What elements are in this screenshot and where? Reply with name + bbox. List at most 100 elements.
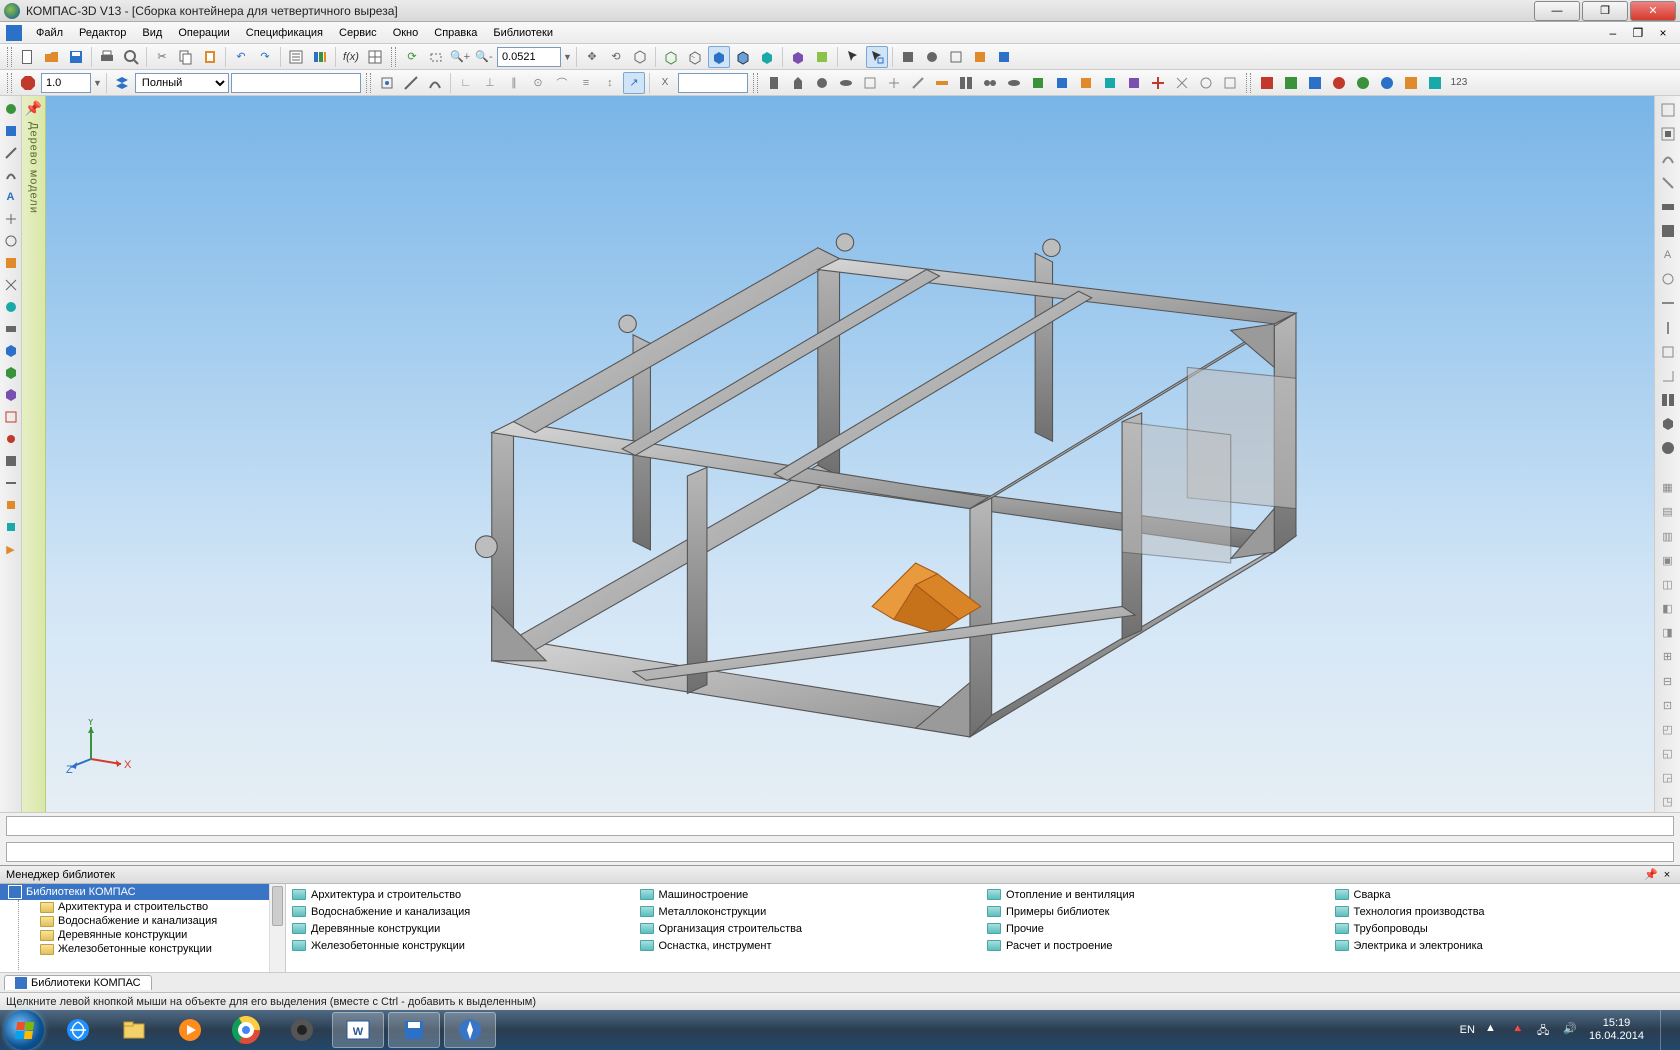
library-close-icon[interactable]: ×	[1660, 869, 1674, 881]
mdi-restore[interactable]: ❐	[1629, 26, 1647, 40]
show-desktop-button[interactable]	[1660, 1010, 1672, 1050]
op13-button[interactable]	[1051, 72, 1073, 94]
library-folder[interactable]: Оснастка, инструмент	[640, 937, 980, 954]
task-kompas[interactable]	[444, 1012, 496, 1048]
rs-btn-4[interactable]	[1657, 173, 1679, 193]
menu-specification[interactable]: Спецификация	[238, 25, 331, 41]
library-folder[interactable]: Трубопроводы	[1335, 920, 1675, 937]
ls-btn-14[interactable]	[2, 386, 20, 404]
library-tree-item[interactable]: Архитектура и строительство	[0, 900, 285, 914]
xy-button[interactable]: X	[654, 72, 676, 94]
library-tab[interactable]: Библиотеки КОМПАС	[4, 975, 152, 990]
op20-button[interactable]	[1219, 72, 1241, 94]
viewport-3d[interactable]: X Y Z	[46, 96, 1654, 812]
open-button[interactable]	[41, 46, 63, 68]
library-folder[interactable]: Примеры библиотек	[987, 903, 1327, 920]
menu-service[interactable]: Сервис	[331, 25, 385, 41]
rs-btn-9[interactable]	[1657, 293, 1679, 313]
vars-table-button[interactable]	[364, 46, 386, 68]
library-pin-icon[interactable]: 📌	[1644, 868, 1658, 881]
task-media[interactable]	[164, 1012, 216, 1048]
variables-button[interactable]: f(x)	[340, 46, 362, 68]
redo-button[interactable]: ↷	[254, 46, 276, 68]
preview-button[interactable]	[120, 46, 142, 68]
ls-btn-21[interactable]: ▶	[2, 540, 20, 558]
rs-btn-17[interactable]: ▤	[1657, 502, 1679, 522]
op10-button[interactable]	[979, 72, 1001, 94]
ls-btn-16[interactable]	[2, 430, 20, 448]
render3-button[interactable]	[1304, 72, 1326, 94]
rs-btn-11[interactable]	[1657, 342, 1679, 362]
sketch3-button[interactable]	[424, 72, 446, 94]
new-doc-button[interactable]	[17, 46, 39, 68]
op7-button[interactable]	[907, 72, 929, 94]
coord-input[interactable]	[678, 73, 748, 93]
ls-btn-15[interactable]	[2, 408, 20, 426]
rs-btn-19[interactable]: ▣	[1657, 550, 1679, 570]
rs-btn-1[interactable]	[1657, 100, 1679, 120]
rs-btn-29[interactable]: ◳	[1657, 792, 1679, 812]
scale-dropdown[interactable]: ▼	[563, 52, 572, 62]
op18-button[interactable]	[1171, 72, 1193, 94]
library-folder[interactable]: Архитектура и строительство	[292, 886, 632, 903]
rs-btn-24[interactable]: ⊟	[1657, 671, 1679, 691]
ls-btn-9[interactable]	[2, 276, 20, 294]
rs-btn-23[interactable]: ⊞	[1657, 647, 1679, 667]
rs-btn-8[interactable]	[1657, 269, 1679, 289]
library-folder[interactable]: Прочие	[987, 920, 1327, 937]
op2-button[interactable]	[787, 72, 809, 94]
copy-button[interactable]	[175, 46, 197, 68]
library-folder[interactable]: Электрика и электроника	[1335, 937, 1675, 954]
ls-btn-17[interactable]	[2, 452, 20, 470]
scale-input[interactable]	[497, 47, 561, 67]
tool-d-button[interactable]	[969, 46, 991, 68]
library-tree-scrollbar[interactable]	[269, 884, 285, 972]
ls-btn-18[interactable]	[2, 474, 20, 492]
constr6-button[interactable]: ≡	[575, 72, 597, 94]
shaded-button[interactable]	[708, 46, 730, 68]
op11-button[interactable]	[1003, 72, 1025, 94]
rs-btn-26[interactable]: ◰	[1657, 719, 1679, 739]
constr1-button[interactable]: ∟	[455, 72, 477, 94]
mdi-minimize[interactable]: –	[1604, 26, 1622, 40]
rs-btn-20[interactable]: ◫	[1657, 574, 1679, 594]
ls-btn-11[interactable]	[2, 320, 20, 338]
zoom-in-button[interactable]: 🔍+	[449, 46, 471, 68]
constr7-button[interactable]: ↕	[599, 72, 621, 94]
update-button[interactable]: ⟳	[401, 46, 423, 68]
print-button[interactable]	[96, 46, 118, 68]
ls-btn-19[interactable]	[2, 496, 20, 514]
op12-button[interactable]	[1027, 72, 1049, 94]
rs-btn-2[interactable]	[1657, 124, 1679, 144]
task-ie[interactable]	[52, 1012, 104, 1048]
rs-btn-5[interactable]	[1657, 197, 1679, 217]
undo-button[interactable]: ↶	[230, 46, 252, 68]
select-button[interactable]	[842, 46, 864, 68]
op14-button[interactable]	[1075, 72, 1097, 94]
op15-button[interactable]	[1099, 72, 1121, 94]
ls-btn-3[interactable]	[2, 144, 20, 162]
ls-btn-4[interactable]	[2, 166, 20, 184]
tray-lang[interactable]: EN	[1460, 1024, 1475, 1036]
constr8-button[interactable]: ↗	[623, 72, 645, 94]
rs-btn-28[interactable]: ◲	[1657, 768, 1679, 788]
paste-button[interactable]	[199, 46, 221, 68]
rs-btn-27[interactable]: ◱	[1657, 743, 1679, 763]
properties-button[interactable]	[285, 46, 307, 68]
constr5-button[interactable]: ⌒	[551, 72, 573, 94]
task-explorer[interactable]	[108, 1012, 160, 1048]
library-folder[interactable]: Водоснабжение и канализация	[292, 903, 632, 920]
shaded-edges-button[interactable]	[732, 46, 754, 68]
tray-network-icon[interactable]: 🖧	[1537, 1022, 1553, 1038]
rs-btn-3[interactable]	[1657, 148, 1679, 168]
zoom-window-button[interactable]	[425, 46, 447, 68]
library-tree-item[interactable]: Железобетонные конструкции	[0, 942, 285, 956]
task-save-icon[interactable]	[388, 1012, 440, 1048]
menu-libraries[interactable]: Библиотеки	[485, 25, 561, 41]
layer-select[interactable]: Полный	[135, 73, 229, 93]
cut-button[interactable]: ✂	[151, 46, 173, 68]
library-tree-item[interactable]: Деревянные конструкции	[0, 928, 285, 942]
rs-btn-16[interactable]: ▦	[1657, 478, 1679, 498]
rs-btn-12[interactable]	[1657, 366, 1679, 386]
render1-button[interactable]	[1256, 72, 1278, 94]
